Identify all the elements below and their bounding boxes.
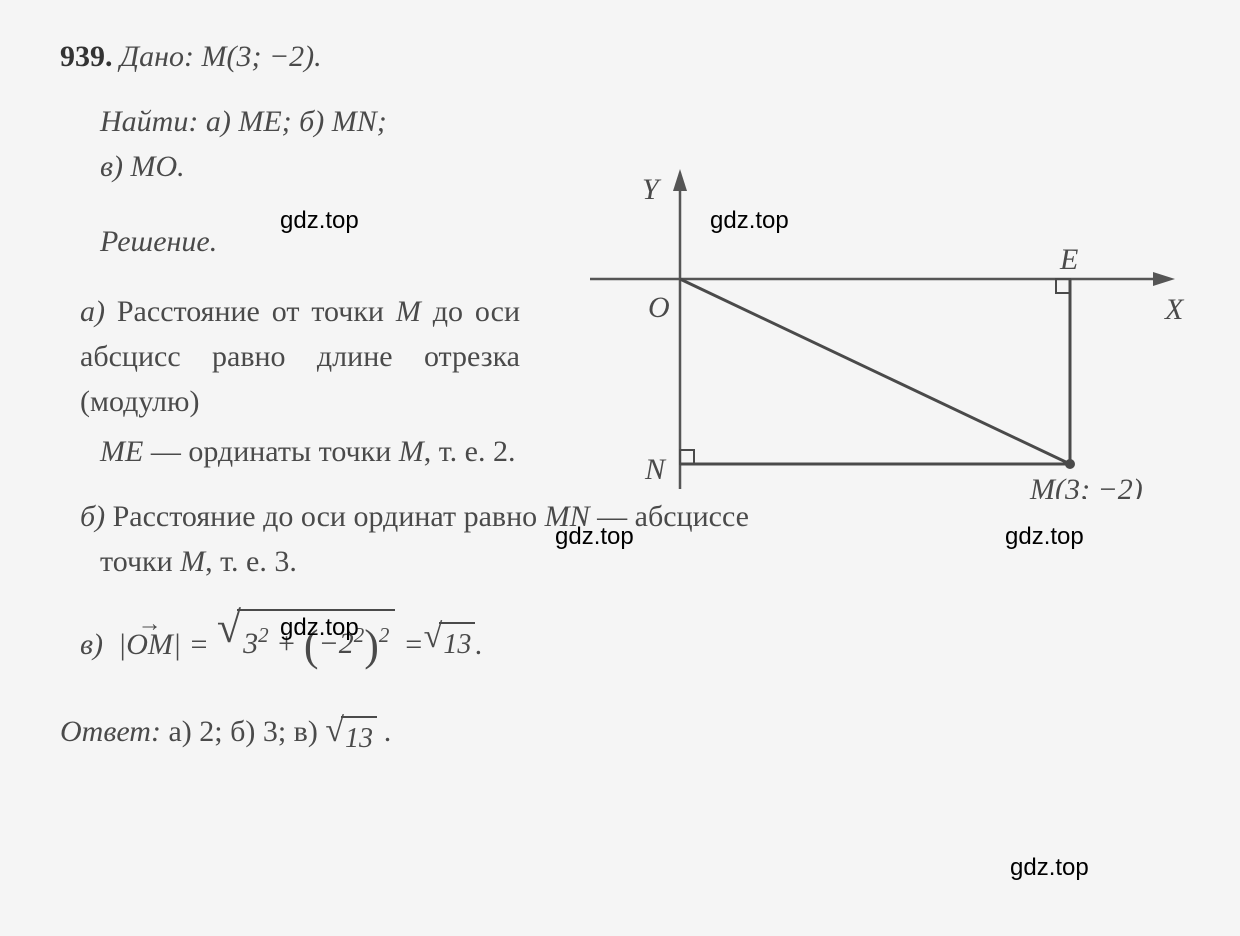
part-a-prefix: а) (80, 295, 105, 328)
pa-l4s: ME (100, 435, 143, 468)
coordinate-diagram: Y X O E N M(3; −2) (570, 159, 1210, 499)
diagram-svg: Y X O E N M(3; −2) (570, 159, 1210, 499)
ans-label: Ответ: (60, 715, 161, 748)
pb-prefix: б) (80, 500, 105, 533)
problem-number: 939. (60, 40, 113, 73)
watermark: gdz.top (1010, 854, 1089, 882)
pa-l4m: — ординаты точки (151, 435, 391, 468)
ans-c-pre: в) (294, 715, 318, 748)
ans-a: а) 2; (168, 715, 222, 748)
e-label: E (1059, 243, 1078, 276)
watermark: gdz.top (280, 207, 359, 235)
find-block: Найти: a) ME; б) MN; в) MO. (100, 99, 540, 189)
pc-prefix: в) (80, 622, 103, 667)
part-c: в) |→OM| = √ 32 + (−22)2 = √ 13 . (80, 609, 1180, 679)
answer-line: Ответ: а) 2; б) 3; в) √ 13 . (60, 709, 1180, 760)
problem-header: 939. Дано: M(3; −2). (60, 40, 1180, 74)
n-label: N (644, 453, 667, 486)
find-a: ME (238, 105, 281, 138)
watermark: gdz.top (1005, 523, 1084, 551)
sq-b1: 3 (243, 627, 258, 660)
part-a: а) Расстояние от точки M до оси абсцисс … (80, 289, 520, 424)
find-c: MO (131, 150, 178, 183)
origin-label: O (648, 291, 670, 324)
pa-l1: Расстояние от точки (117, 295, 384, 328)
m-label: M(3; −2) (1029, 473, 1143, 499)
watermark: gdz.top (280, 614, 359, 642)
sq-oe: 2 (379, 623, 390, 647)
find-label: Найти: (100, 105, 198, 138)
pa-l4mm: M (399, 435, 424, 468)
given-label: Дано: (120, 40, 194, 73)
pb-l2s: точки (100, 545, 173, 578)
ans-sqrt: √ 13 (325, 716, 377, 760)
y-axis-label: Y (642, 173, 662, 206)
sqrt-result: √ 13 (424, 622, 476, 666)
pb-l2e: , т. е. 3. (205, 545, 297, 578)
x-axis-label: X (1164, 293, 1185, 326)
pb-text: Расстояние до оси ординат равно (113, 500, 538, 533)
watermark: gdz.top (710, 207, 789, 235)
given-value: M(3; −2). (201, 40, 321, 73)
find-b: MN (332, 105, 377, 138)
sq-res: 13 (439, 622, 475, 666)
sq-e1: 2 (258, 623, 269, 647)
pa-l1m: M (396, 295, 421, 328)
pb-l2m: M (180, 545, 205, 578)
ans-b: б) 3; (230, 715, 286, 748)
pa-l4e: , т. е. 2. (424, 435, 516, 468)
ans-c-val: 13 (341, 716, 377, 760)
watermark: gdz.top (555, 523, 634, 551)
